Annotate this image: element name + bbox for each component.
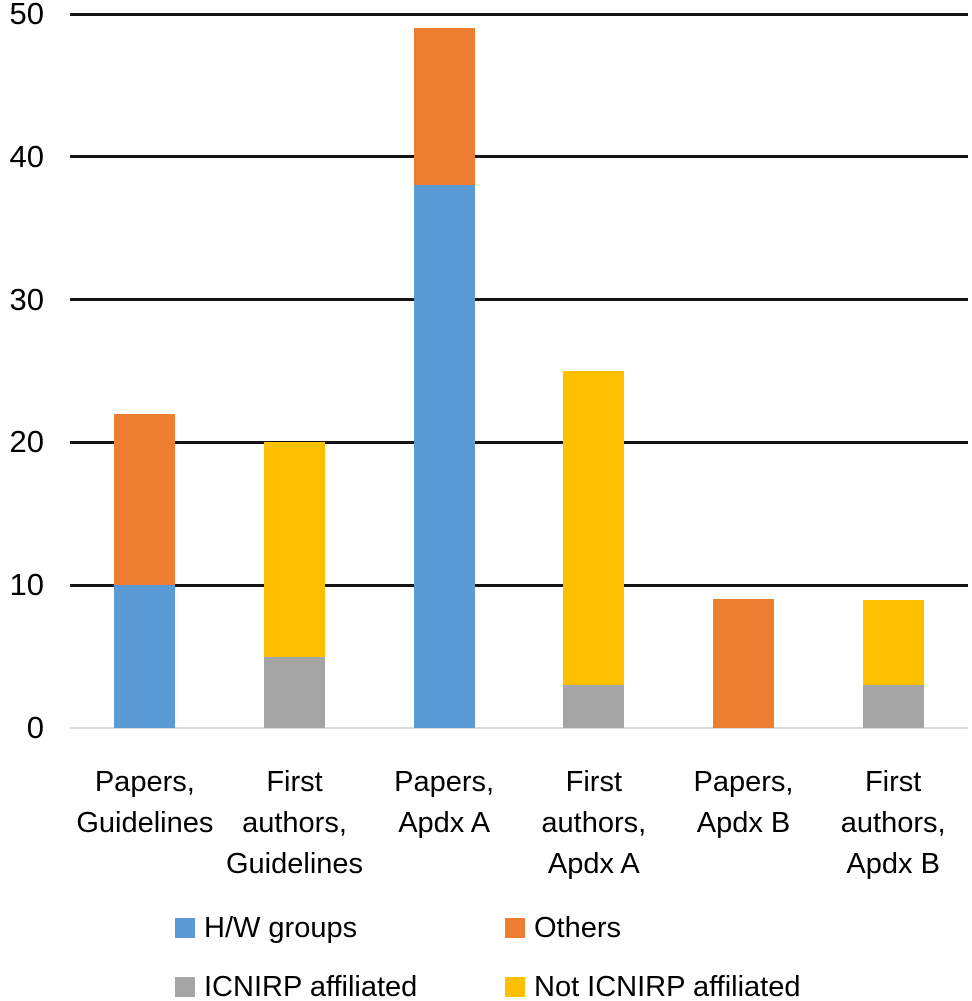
legend-label: H/W groups bbox=[204, 911, 358, 944]
x-axis-category-label: First authors, Apdx A bbox=[541, 766, 647, 880]
gridline bbox=[70, 583, 968, 587]
bar-segment bbox=[264, 442, 325, 657]
bar-segment bbox=[264, 656, 325, 728]
gridline bbox=[70, 440, 968, 444]
gridline bbox=[70, 155, 968, 159]
bar-segment bbox=[413, 28, 475, 186]
x-axis-category-label: First authors, Guidelines bbox=[225, 766, 364, 880]
y-axis-tick-label: 10 bbox=[9, 567, 44, 603]
bar-segment bbox=[862, 685, 924, 728]
x-axis-category-label: Papers, Guidelines bbox=[76, 766, 214, 839]
y-axis-tick-label: 0 bbox=[26, 710, 44, 745]
bar bbox=[264, 442, 325, 728]
legend-swatch-icon bbox=[505, 977, 525, 997]
legend-swatch-icon bbox=[175, 977, 195, 997]
bar-segment bbox=[862, 599, 924, 686]
y-axis-tick-label: 30 bbox=[9, 281, 44, 317]
bar bbox=[413, 28, 475, 728]
legend-item: Not ICNIRP affiliated bbox=[505, 970, 801, 1001]
y-axis-tick-label: 20 bbox=[9, 424, 44, 460]
bar bbox=[713, 599, 774, 728]
x-axis-category-label: Papers, Apdx B bbox=[693, 766, 794, 839]
legend-label: ICNIRP affiliated bbox=[204, 970, 418, 1001]
legend-swatch-icon bbox=[505, 918, 525, 938]
bar-segment bbox=[563, 371, 625, 686]
bar-segment bbox=[563, 685, 625, 728]
legend-label: Others bbox=[534, 911, 622, 944]
y-axis-tick-label: 50 bbox=[9, 0, 44, 31]
y-axis-tick-label: 40 bbox=[9, 138, 44, 174]
bar bbox=[114, 413, 176, 728]
x-axis-category-label: First authors, Apdx B bbox=[840, 766, 946, 880]
bar-segment bbox=[114, 585, 176, 728]
bar-segment bbox=[413, 185, 475, 728]
gridline bbox=[70, 12, 968, 16]
legend-swatch-icon bbox=[175, 918, 195, 938]
bar bbox=[862, 599, 924, 728]
x-axis-category-label: Papers, Apdx A bbox=[394, 766, 495, 839]
legend-item: ICNIRP affiliated bbox=[175, 970, 417, 1001]
bar-segment bbox=[114, 413, 176, 586]
legend-item: Others bbox=[505, 911, 621, 945]
gridline bbox=[70, 298, 968, 302]
bar bbox=[563, 371, 625, 728]
legend-item: H/W groups bbox=[175, 911, 357, 945]
legend-label: Not ICNIRP affiliated bbox=[534, 970, 801, 1001]
bar-segment bbox=[713, 599, 774, 728]
plot-area bbox=[70, 12, 968, 729]
x-axis-baseline bbox=[70, 727, 968, 729]
